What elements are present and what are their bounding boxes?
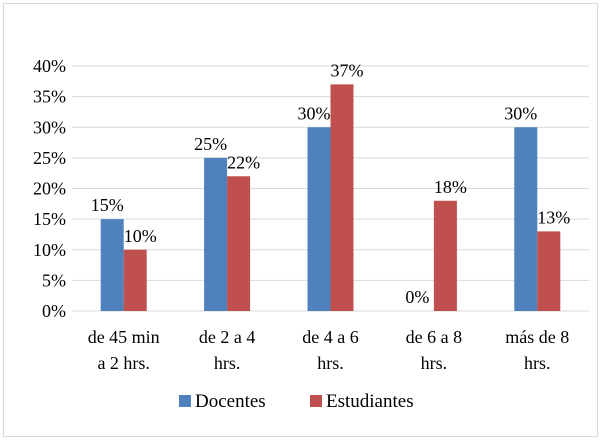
legend-swatch-estudiantes bbox=[310, 395, 322, 407]
data-label-docentes-4: 30% bbox=[504, 103, 537, 123]
data-label-estudiantes-3: 18% bbox=[434, 177, 467, 197]
x-category-label-0-line-1: a 2 hrs. bbox=[97, 353, 150, 373]
bar-chart: 0%5%10%15%20%25%30%35%40% 15%10%25%22%30… bbox=[33, 56, 589, 412]
data-label-estudiantes-2: 37% bbox=[331, 60, 364, 80]
y-tick-label-10: 10% bbox=[33, 240, 66, 260]
bar-estudiantes-3 bbox=[433, 200, 457, 311]
x-category-label-2-line-1: hrs. bbox=[317, 353, 344, 373]
bar-docentes-0 bbox=[100, 219, 124, 311]
data-label-estudiantes-0: 10% bbox=[124, 226, 157, 246]
bar-docentes-4 bbox=[514, 127, 538, 311]
x-category-label-2-line-0: de 4 a 6 bbox=[302, 327, 358, 347]
x-category-label-1-line-1: hrs. bbox=[214, 353, 241, 373]
legend: Docentes Estudiantes bbox=[179, 391, 414, 412]
x-category-label-1-line-0: de 2 a 4 bbox=[199, 327, 255, 347]
x-category-label-0-line-0: de 45 min bbox=[88, 327, 160, 347]
y-tick-label-30: 30% bbox=[33, 117, 66, 137]
bar-estudiantes-0 bbox=[123, 249, 147, 311]
bar-estudiantes-2 bbox=[330, 84, 354, 311]
y-tick-label-0: 0% bbox=[42, 301, 66, 321]
bar-estudiantes-4 bbox=[537, 231, 561, 311]
bars bbox=[100, 84, 561, 311]
x-category-label-3-line-1: hrs. bbox=[421, 353, 448, 373]
x-category-label-4-line-0: más de 8 bbox=[505, 327, 569, 347]
data-labels: 15%10% 25%22% 30% 37% 0% 18% 30% 13% bbox=[91, 60, 571, 307]
y-tick-label-25: 25% bbox=[33, 148, 66, 168]
x-category-label-4-line-1: hrs. bbox=[524, 353, 551, 373]
legend-label-docentes: Docentes bbox=[195, 391, 266, 412]
data-label-docentes-3: 0% bbox=[405, 287, 429, 307]
legend-swatch-docentes bbox=[179, 395, 191, 407]
bar-docentes-1 bbox=[204, 157, 228, 311]
x-category-label-3-line-0: de 6 a 8 bbox=[406, 327, 462, 347]
data-label-docentes-1: 25% bbox=[194, 134, 227, 154]
bar-docentes-2 bbox=[307, 127, 331, 311]
data-label-docentes-2: 30% bbox=[298, 103, 331, 123]
chart-frame: 0% 5% 10% 15% 20% 25% 30% 35% 40% 15% 10% 25% 22% 30… bbox=[3, 3, 598, 437]
y-tick-label-40: 40% bbox=[33, 56, 66, 76]
data-label-estudiantes-4: 13% bbox=[537, 207, 570, 227]
data-label-docentes-0: 15% bbox=[91, 195, 124, 215]
x-axis-categories: de 45 min a 2 hrs. de 2 a 4 hrs. de 4 a 6 hrs… bbox=[88, 327, 570, 373]
y-tick-label-5: 5% bbox=[42, 270, 66, 290]
y-tick-label-35: 35% bbox=[33, 87, 66, 107]
legend-label-estudiantes: Estudiantes bbox=[326, 391, 414, 412]
data-label-estudiantes-1: 22% bbox=[227, 152, 260, 172]
y-tick-label-15: 15% bbox=[33, 209, 66, 229]
y-axis-ticks: 0% 5% 10% 15% 20% 25% 30% 35% 40% bbox=[33, 56, 66, 321]
bar-estudiantes-1 bbox=[227, 176, 251, 311]
y-tick-label-20: 20% bbox=[33, 179, 66, 199]
